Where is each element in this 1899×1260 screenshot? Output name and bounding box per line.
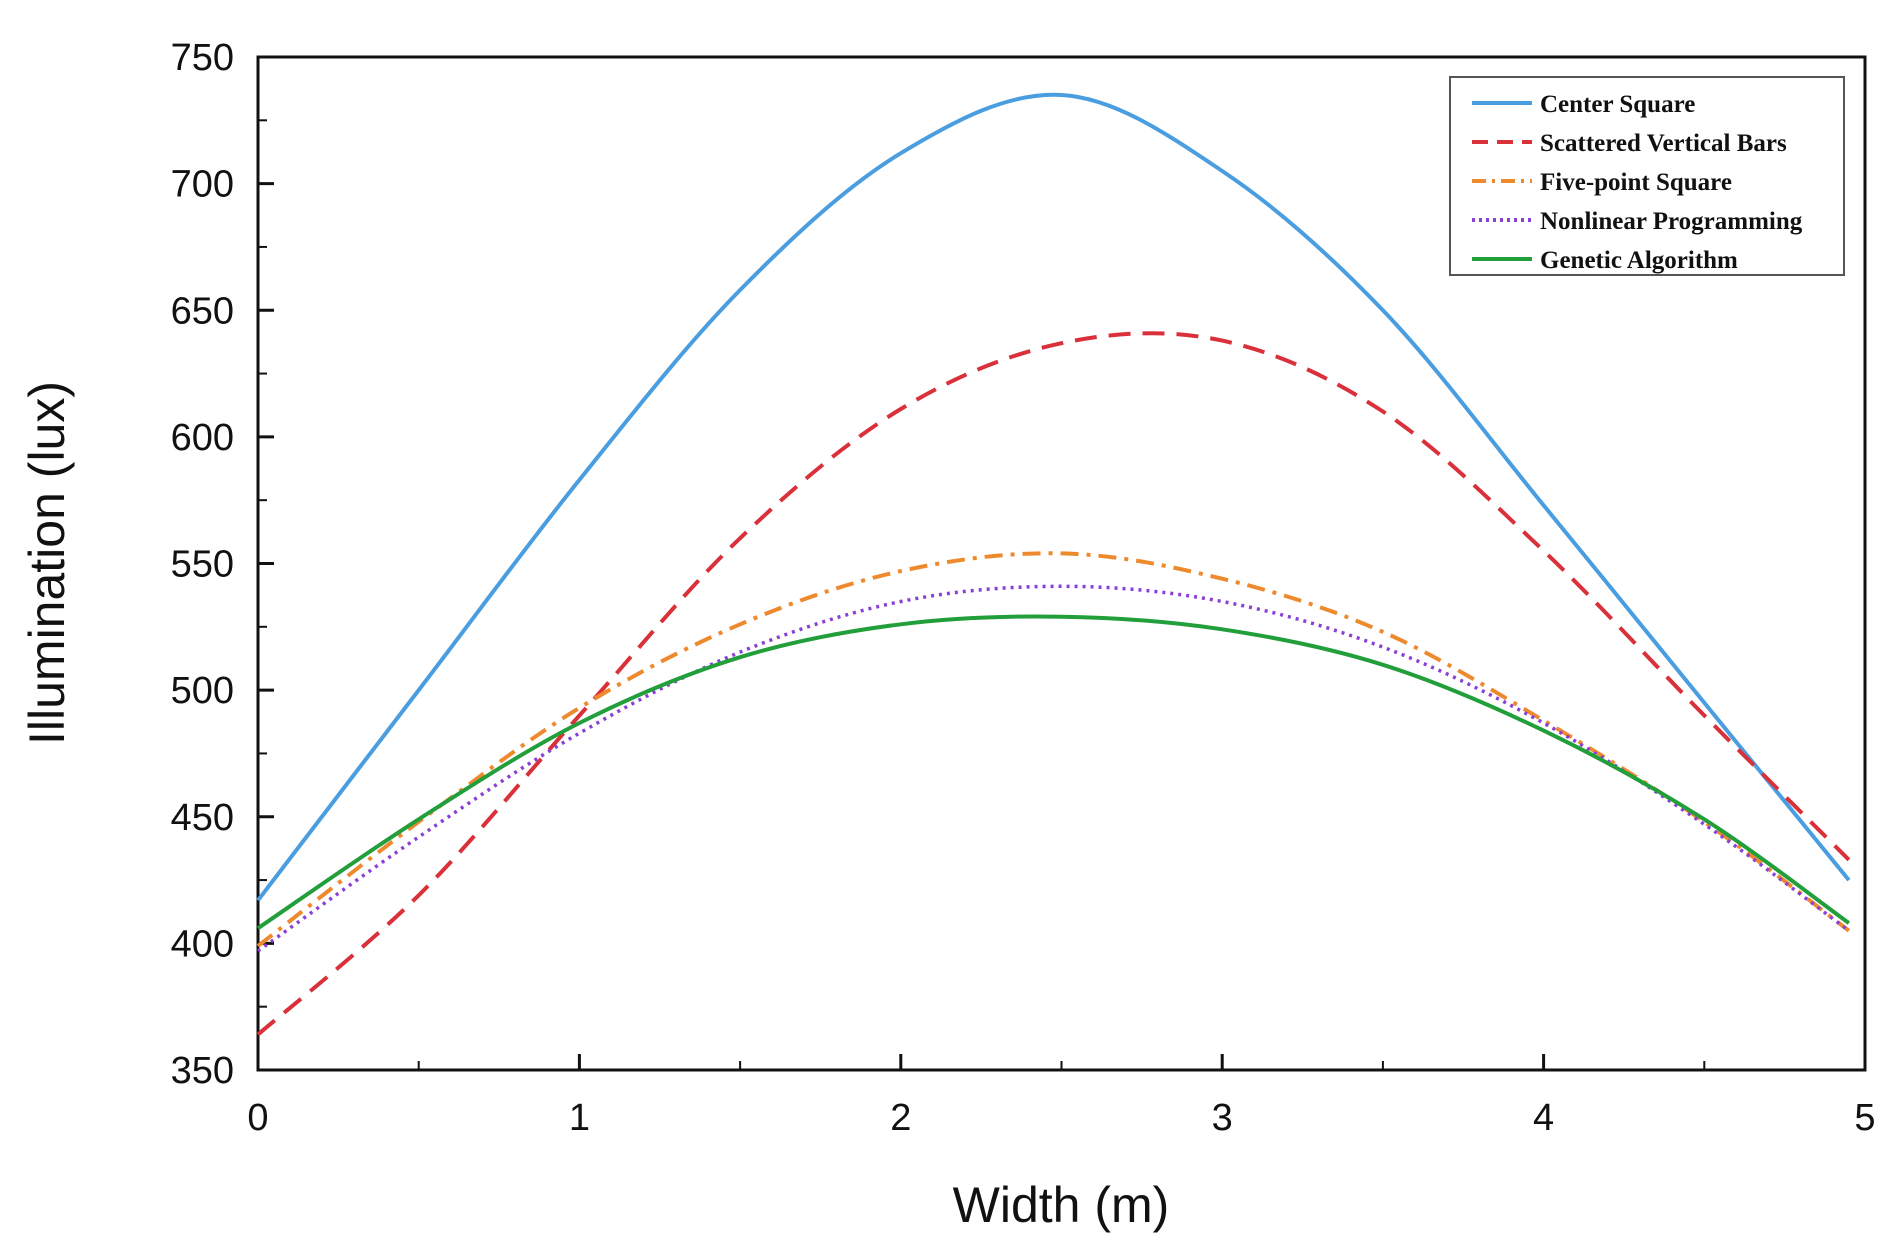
- series-lines: [256, 92, 1851, 1037]
- x-tick-label: 1: [569, 1097, 590, 1139]
- legend-label-scattered-vertical-bars: Scattered Vertical Bars: [1540, 130, 1787, 157]
- series-line-nonlinear-programming: [256, 584, 1850, 953]
- x-tick-label: 4: [1533, 1097, 1554, 1139]
- y-tick-label: 600: [171, 417, 234, 459]
- x-tick-labels: 0 1 2 3 4 5: [247, 1097, 1875, 1139]
- x-tick-label: 3: [1212, 1097, 1233, 1139]
- series-line-five-point-square: [256, 551, 1851, 948]
- x-tick-label: 2: [890, 1097, 911, 1139]
- y-tick-label: 450: [171, 797, 234, 839]
- y-tick-label: 750: [171, 37, 234, 79]
- y-tick-label: 550: [171, 544, 234, 586]
- series-line-center-square: [256, 92, 1851, 902]
- series-line-scattered-vertical-bars: [256, 331, 1851, 1037]
- legend: Center Square Scattered Vertical Bars Fi…: [1449, 76, 1845, 276]
- y-tick-labels: 350 400 450 500 550 600 650 700 750: [171, 37, 234, 1092]
- series-line-genetic-algorithm: [256, 614, 1851, 930]
- legend-label-nonlinear-programming: Nonlinear Programming: [1540, 208, 1803, 235]
- y-tick-label: 400: [171, 923, 234, 965]
- y-tick-label: 350: [171, 1050, 234, 1092]
- legend-label-five-point-square: Five-point Square: [1540, 169, 1732, 196]
- x-tick-label: 5: [1854, 1097, 1875, 1139]
- legend-box: [1449, 76, 1845, 276]
- legend-label-center-square: Center Square: [1540, 91, 1695, 118]
- x-axis-title: Width (m): [953, 1177, 1170, 1233]
- axis-ticks: [256, 55, 1867, 1072]
- legend-label-genetic-algorithm: Genetic Algorithm: [1540, 247, 1738, 274]
- x-tick-label: 0: [247, 1097, 268, 1139]
- y-tick-label: 700: [171, 164, 234, 206]
- y-axis-title: Illumination (lux): [19, 381, 75, 745]
- y-tick-label: 650: [171, 290, 234, 332]
- y-tick-label: 500: [171, 670, 234, 712]
